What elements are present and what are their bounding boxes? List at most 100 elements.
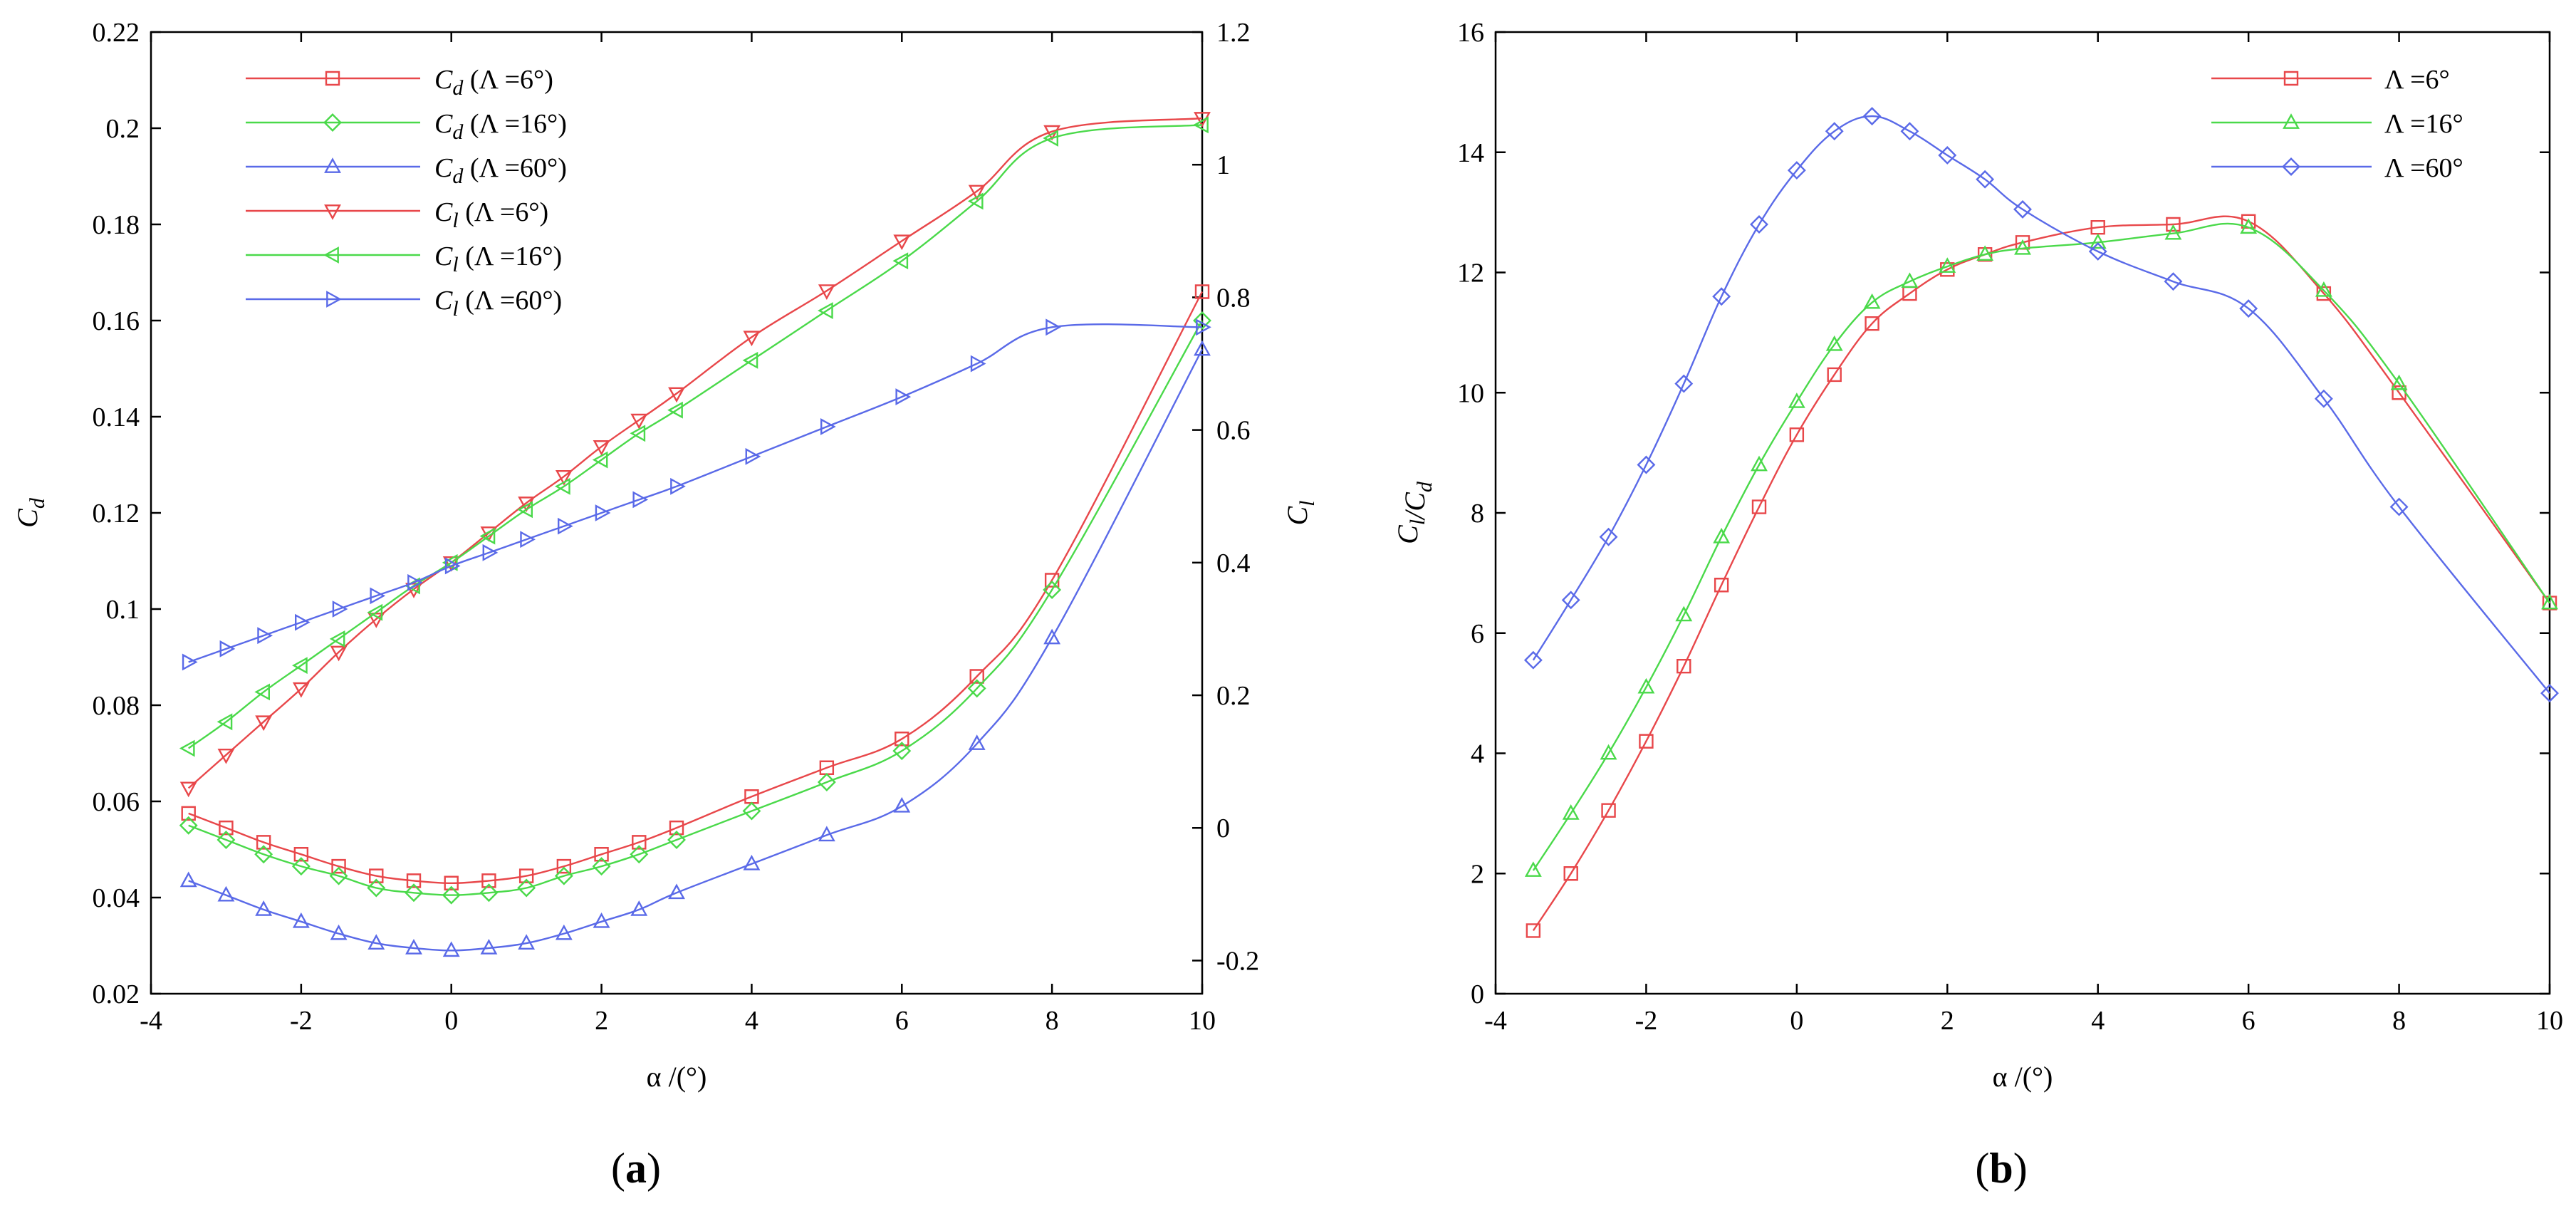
series--60- <box>1523 107 2559 703</box>
data-point <box>179 871 197 888</box>
y-left-tick-label: 0.16 <box>93 306 140 336</box>
data-point <box>742 351 758 369</box>
data-point <box>1637 677 1655 694</box>
series-cl-16- <box>179 116 1209 757</box>
legend-label: Cl (Λ =6°) <box>434 197 548 232</box>
data-point <box>405 883 423 903</box>
data-point <box>1196 318 1211 336</box>
data-point <box>1787 161 1806 180</box>
data-point <box>1862 107 1882 126</box>
data-point <box>1601 803 1616 818</box>
data-point <box>255 900 273 916</box>
series-line <box>1532 222 2550 871</box>
series--6- <box>1526 214 2557 938</box>
series-line <box>188 348 1204 952</box>
data-point <box>1675 605 1693 622</box>
x-tick-label: 0 <box>1790 1006 1803 1036</box>
series-line <box>188 291 1204 885</box>
data-point <box>558 517 573 535</box>
y-tick-label: 6 <box>1471 619 1484 649</box>
data-point <box>179 816 198 835</box>
data-point <box>594 847 609 862</box>
data-point <box>595 504 611 521</box>
data-point <box>405 939 422 955</box>
series-line <box>1532 115 2550 694</box>
legend: Cd (Λ =6°) Cd (Λ =16°) Cd (Λ =60°) Cl (Λ =6… <box>246 65 567 321</box>
data-point <box>518 868 534 883</box>
x-tick-label: 0 <box>444 1006 458 1036</box>
data-point <box>1194 340 1211 356</box>
data-point <box>329 866 348 885</box>
data-point <box>593 440 610 456</box>
data-point <box>2164 272 2183 291</box>
data-point <box>2089 233 2107 249</box>
data-point <box>2239 299 2258 318</box>
y-left-tick-label: 0.02 <box>93 979 140 1009</box>
data-point <box>632 835 647 850</box>
data-point <box>256 835 271 850</box>
series-line <box>188 323 1203 663</box>
x-tick-label: -2 <box>1635 1006 1658 1036</box>
legend-marker <box>323 246 339 264</box>
data-point <box>217 831 236 849</box>
y-left-tick-label: 0.06 <box>93 787 140 817</box>
data-point <box>1900 122 1919 141</box>
data-point <box>1194 284 1210 299</box>
x-tick-label: 2 <box>1941 1006 1954 1036</box>
data-point <box>1563 866 1578 881</box>
data-point <box>217 885 235 902</box>
data-point <box>367 613 385 628</box>
series-cd-6- <box>181 284 1210 890</box>
data-point <box>367 934 385 950</box>
data-point <box>1600 744 1617 760</box>
data-point <box>291 857 311 876</box>
x-tick-label: -4 <box>1484 1006 1507 1036</box>
data-point <box>1976 170 1995 189</box>
data-point <box>330 645 348 662</box>
data-point <box>554 866 573 885</box>
legend-marker <box>325 71 340 86</box>
legend-label: Λ =16° <box>2384 109 2463 139</box>
data-point <box>820 418 836 435</box>
data-point <box>1523 650 1543 670</box>
panel-b-chart: -4 -2 0 2 4 6 8 10 0 2 4 6 8 10 12 14 16 α /(°) Cl/Cd Λ =6°… <box>1392 18 2563 1093</box>
y-tick-label: 0 <box>1471 979 1484 1009</box>
data-point <box>255 715 273 732</box>
data-point <box>968 184 986 201</box>
data-point <box>2088 242 2107 261</box>
data-point <box>254 845 273 864</box>
y-tick-label: 10 <box>1457 378 1484 408</box>
y-left-tick-label: 0.14 <box>93 402 140 432</box>
data-point <box>1674 374 1694 393</box>
data-point <box>2015 235 2030 250</box>
data-point <box>670 477 686 495</box>
data-point <box>2014 239 2031 255</box>
y-tick-label: 16 <box>1457 18 1484 48</box>
y-right-tick-label: 0.6 <box>1216 416 1251 446</box>
data-point <box>742 801 761 821</box>
data-point <box>219 640 236 657</box>
data-point <box>367 878 386 898</box>
y-left-tick-label: 0.1 <box>106 595 140 625</box>
data-point <box>2013 199 2032 219</box>
data-point <box>179 739 195 757</box>
data-point <box>2541 593 2558 610</box>
data-point <box>517 878 536 898</box>
data-point <box>895 732 909 747</box>
data-point <box>444 557 461 575</box>
data-point <box>968 734 986 750</box>
y-tick-label: 2 <box>1471 859 1484 889</box>
series-line <box>188 124 1203 749</box>
data-point <box>179 781 197 798</box>
data-point <box>1043 581 1062 599</box>
plot-frame <box>150 31 1204 995</box>
data-point <box>967 679 986 698</box>
data-point <box>1043 628 1061 645</box>
legend-marker <box>324 157 341 173</box>
y-right-tick-label: 0.8 <box>1216 283 1251 313</box>
legend-label: Cd (Λ =60°) <box>434 153 567 188</box>
data-point <box>668 387 685 403</box>
data-point <box>292 912 310 928</box>
data-point <box>555 924 573 940</box>
data-point <box>818 284 835 300</box>
